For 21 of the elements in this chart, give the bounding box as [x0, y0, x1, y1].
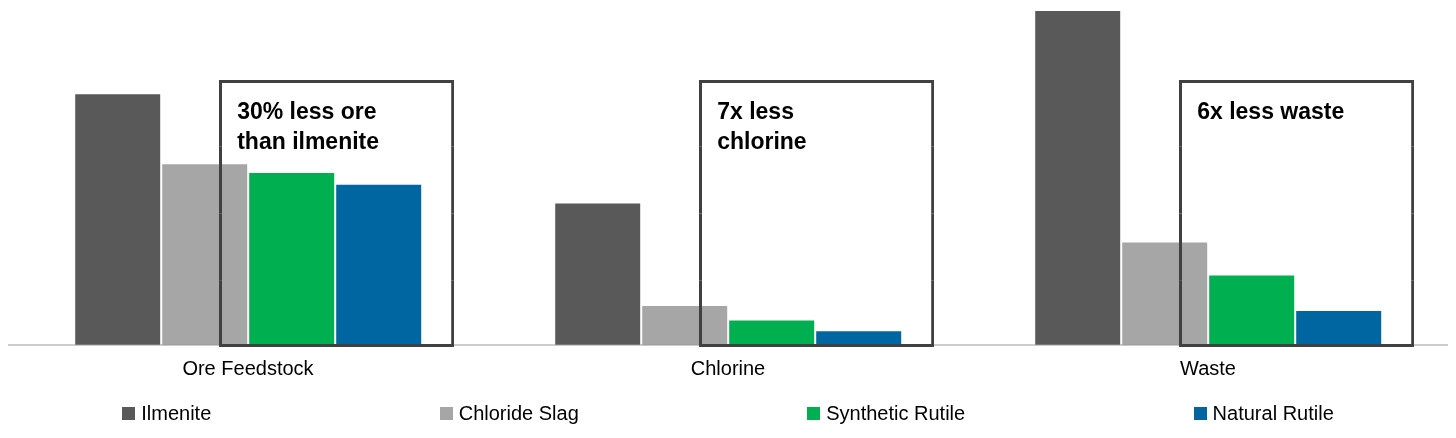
x-tick-label: Chlorine — [690, 357, 766, 380]
bar — [249, 172, 335, 345]
legend-label: Chloride Slag — [457, 402, 579, 425]
bar — [816, 331, 902, 345]
bar — [162, 164, 248, 345]
legend-label: Ilmenite — [140, 402, 212, 425]
bar — [336, 184, 422, 345]
annotation: 30% less ore than ilmenite — [237, 97, 381, 156]
annotation: 6x less waste — [1197, 97, 1346, 126]
legend-label: Natural Rutile — [1211, 402, 1334, 425]
annotation: 7x less chlorine — [717, 97, 808, 156]
x-tick-label: Ore Feedstock — [182, 357, 315, 380]
bar — [1209, 275, 1295, 345]
bar — [1035, 11, 1121, 345]
bar — [75, 94, 161, 345]
bar — [555, 203, 641, 345]
x-tick-label: Waste — [1180, 357, 1236, 380]
bar — [1296, 310, 1382, 345]
legend-label: Synthetic Rutile — [825, 402, 966, 425]
bar — [642, 305, 728, 345]
bar — [729, 320, 815, 345]
